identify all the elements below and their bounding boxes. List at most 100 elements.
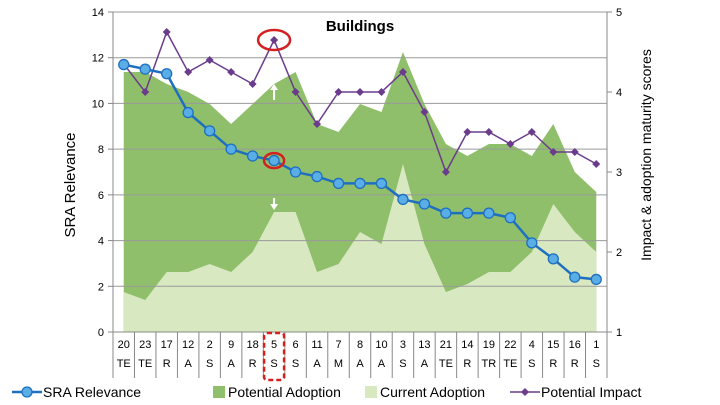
potential-impact-point bbox=[248, 80, 257, 88]
y2-tick-label: 4 bbox=[616, 87, 622, 99]
sra-relevance-point bbox=[246, 150, 259, 162]
x-category-code: R bbox=[163, 358, 171, 370]
legend-label: SRA Relevance bbox=[43, 384, 141, 400]
x-category-code: TE bbox=[439, 358, 453, 370]
sra-relevance-point bbox=[461, 207, 474, 219]
sra-relevance-point bbox=[204, 125, 216, 137]
x-category-code: TE bbox=[503, 358, 517, 370]
potential-impact-point bbox=[291, 88, 300, 96]
x-category-code: A bbox=[313, 358, 321, 370]
potential-impact-point bbox=[377, 88, 386, 96]
sra-relevance-point bbox=[483, 207, 495, 219]
sra-relevance-point bbox=[418, 198, 431, 210]
potential-impact-point bbox=[398, 68, 407, 76]
x-category-code: R bbox=[463, 358, 471, 370]
potential-impact-point bbox=[227, 68, 236, 76]
y2-tick-label: 5 bbox=[616, 7, 622, 19]
potential-impact-point bbox=[527, 128, 536, 136]
x-tick-label: 12 bbox=[182, 339, 194, 351]
y-tick-label: 4 bbox=[98, 236, 104, 248]
x-category-code: M bbox=[334, 358, 343, 370]
highlight-ellipse bbox=[256, 28, 292, 52]
y-tick-label: 14 bbox=[92, 7, 104, 19]
y-tick-label: 12 bbox=[92, 53, 104, 65]
potential-impact-point bbox=[313, 120, 322, 128]
sra-relevance-point bbox=[590, 273, 602, 286]
x-category-code: S bbox=[399, 358, 406, 370]
area-current-adoption bbox=[123, 164, 597, 332]
potential-impact-point bbox=[162, 28, 171, 36]
y-axis-label: SRA Relevance bbox=[62, 132, 79, 237]
potential-impact-point bbox=[205, 56, 214, 64]
potential-impact-point bbox=[484, 128, 493, 136]
x-tick-label: 4 bbox=[529, 339, 535, 351]
y2-axis-label: Impact & adoption maturity scores bbox=[638, 49, 654, 261]
sra-relevance-point bbox=[182, 106, 194, 119]
potential-impact-point bbox=[506, 140, 515, 148]
x-tick-label: 3 bbox=[400, 339, 406, 351]
potential-impact-point bbox=[334, 88, 343, 96]
potential-impact-point bbox=[184, 68, 193, 76]
sra-relevance-point bbox=[354, 177, 366, 190]
sra-relevance-point bbox=[547, 253, 559, 265]
x-category-code: A bbox=[421, 358, 429, 370]
potential-impact-point bbox=[141, 88, 150, 96]
x-tick-label: 13 bbox=[418, 339, 430, 351]
legend-marker-potential-impact bbox=[521, 388, 529, 396]
x-category-code: S bbox=[206, 358, 213, 370]
y-tick-label: 0 bbox=[98, 327, 104, 339]
y2-tick-label: 2 bbox=[616, 247, 622, 259]
x-tick-label: 2 bbox=[207, 339, 213, 351]
potential-impact-point bbox=[592, 160, 601, 168]
potential-impact-point bbox=[549, 148, 558, 156]
y-tick-label: 6 bbox=[98, 190, 104, 202]
sra-relevance-point bbox=[118, 58, 130, 71]
highlight-ellipse bbox=[262, 151, 286, 170]
potential-impact-point bbox=[270, 36, 279, 44]
x-tick-label: 1 bbox=[593, 339, 599, 351]
legend-swatch bbox=[365, 386, 377, 398]
x-tick-label: 8 bbox=[357, 339, 363, 351]
sra-relevance-point bbox=[375, 177, 388, 190]
x-category-code: TE bbox=[138, 358, 152, 370]
x-category-code: R bbox=[249, 358, 257, 370]
x-tick-label: 10 bbox=[375, 339, 387, 351]
x-tick-label: 14 bbox=[461, 339, 473, 351]
sra-relevance-point bbox=[311, 170, 323, 183]
sra-relevance-point bbox=[332, 177, 345, 190]
x-tick-label: 7 bbox=[335, 339, 341, 351]
x-category-code: S bbox=[528, 358, 535, 370]
x-category-code: TE bbox=[117, 358, 131, 370]
x-tick-label: 15 bbox=[547, 339, 559, 351]
x-category-code: S bbox=[593, 358, 600, 370]
x-category-code: A bbox=[356, 358, 364, 370]
x-category-code: R bbox=[549, 358, 557, 370]
x-category-code: S bbox=[270, 358, 277, 370]
sra-relevance-point bbox=[225, 143, 237, 155]
y2-tick-label: 3 bbox=[616, 167, 622, 179]
legend-label: Current Adoption bbox=[380, 384, 485, 400]
y-tick-label: 2 bbox=[98, 281, 104, 293]
sra-relevance-point bbox=[504, 212, 516, 224]
x-category-code: TR bbox=[482, 358, 497, 370]
x-tick-label: 20 bbox=[118, 339, 130, 351]
sra-relevance-point bbox=[397, 193, 409, 206]
chart-title: Buildings bbox=[326, 18, 394, 35]
x-tick-label: 18 bbox=[246, 339, 258, 351]
x-category-code: A bbox=[378, 358, 386, 370]
sra-relevance-point bbox=[289, 166, 302, 178]
x-category-code: S bbox=[292, 358, 299, 370]
sra-relevance-point bbox=[139, 63, 151, 75]
arrow-up-head bbox=[270, 84, 279, 90]
x-tick-label: 21 bbox=[440, 339, 452, 351]
x-category-code: R bbox=[571, 358, 579, 370]
x-tick-label: 19 bbox=[483, 339, 495, 351]
legend-swatch bbox=[213, 386, 225, 398]
legend-label: Potential Impact bbox=[541, 384, 641, 400]
potential-impact-point bbox=[441, 168, 450, 176]
sra-relevance-point bbox=[569, 271, 581, 283]
x-tick-label: 6 bbox=[293, 339, 299, 351]
legend-label: Potential Adoption bbox=[228, 384, 341, 400]
potential-impact-point bbox=[570, 148, 579, 156]
x-tick-label: 5 bbox=[271, 339, 277, 351]
